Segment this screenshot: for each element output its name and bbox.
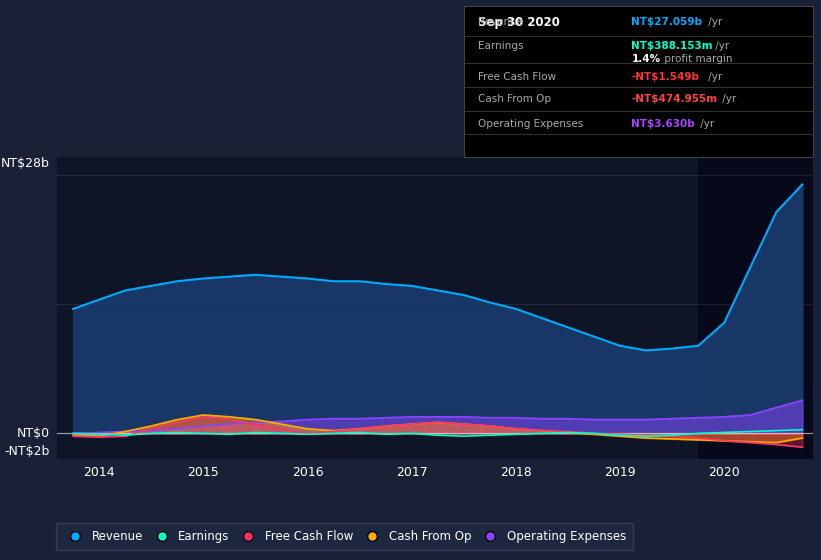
Bar — [698, 157, 821, 459]
Text: NT$0: NT$0 — [16, 427, 50, 440]
Text: -NT$1.549b: -NT$1.549b — [631, 72, 699, 82]
Text: NT$388.153m: NT$388.153m — [631, 41, 713, 52]
Text: -NT$474.955m: -NT$474.955m — [631, 94, 718, 104]
Text: profit margin: profit margin — [661, 54, 732, 63]
Text: /yr: /yr — [704, 72, 722, 82]
Text: Free Cash Flow: Free Cash Flow — [478, 72, 556, 82]
Text: Cash From Op: Cash From Op — [478, 94, 551, 104]
Text: Sep 30 2020: Sep 30 2020 — [478, 16, 560, 29]
Text: /yr: /yr — [719, 94, 736, 104]
Text: Revenue: Revenue — [478, 17, 523, 27]
Text: -NT$2b: -NT$2b — [5, 445, 50, 458]
Text: NT$27.059b: NT$27.059b — [631, 17, 702, 27]
Text: /yr: /yr — [704, 17, 722, 27]
Text: Operating Expenses: Operating Expenses — [478, 119, 583, 129]
Legend: Revenue, Earnings, Free Cash Flow, Cash From Op, Operating Expenses: Revenue, Earnings, Free Cash Flow, Cash … — [56, 523, 633, 550]
Text: /yr: /yr — [697, 119, 714, 129]
Text: 1.4%: 1.4% — [631, 54, 660, 63]
Text: NT$3.630b: NT$3.630b — [631, 119, 695, 129]
Text: Earnings: Earnings — [478, 41, 523, 52]
Text: NT$28b: NT$28b — [1, 157, 50, 170]
Text: /yr: /yr — [712, 41, 729, 52]
